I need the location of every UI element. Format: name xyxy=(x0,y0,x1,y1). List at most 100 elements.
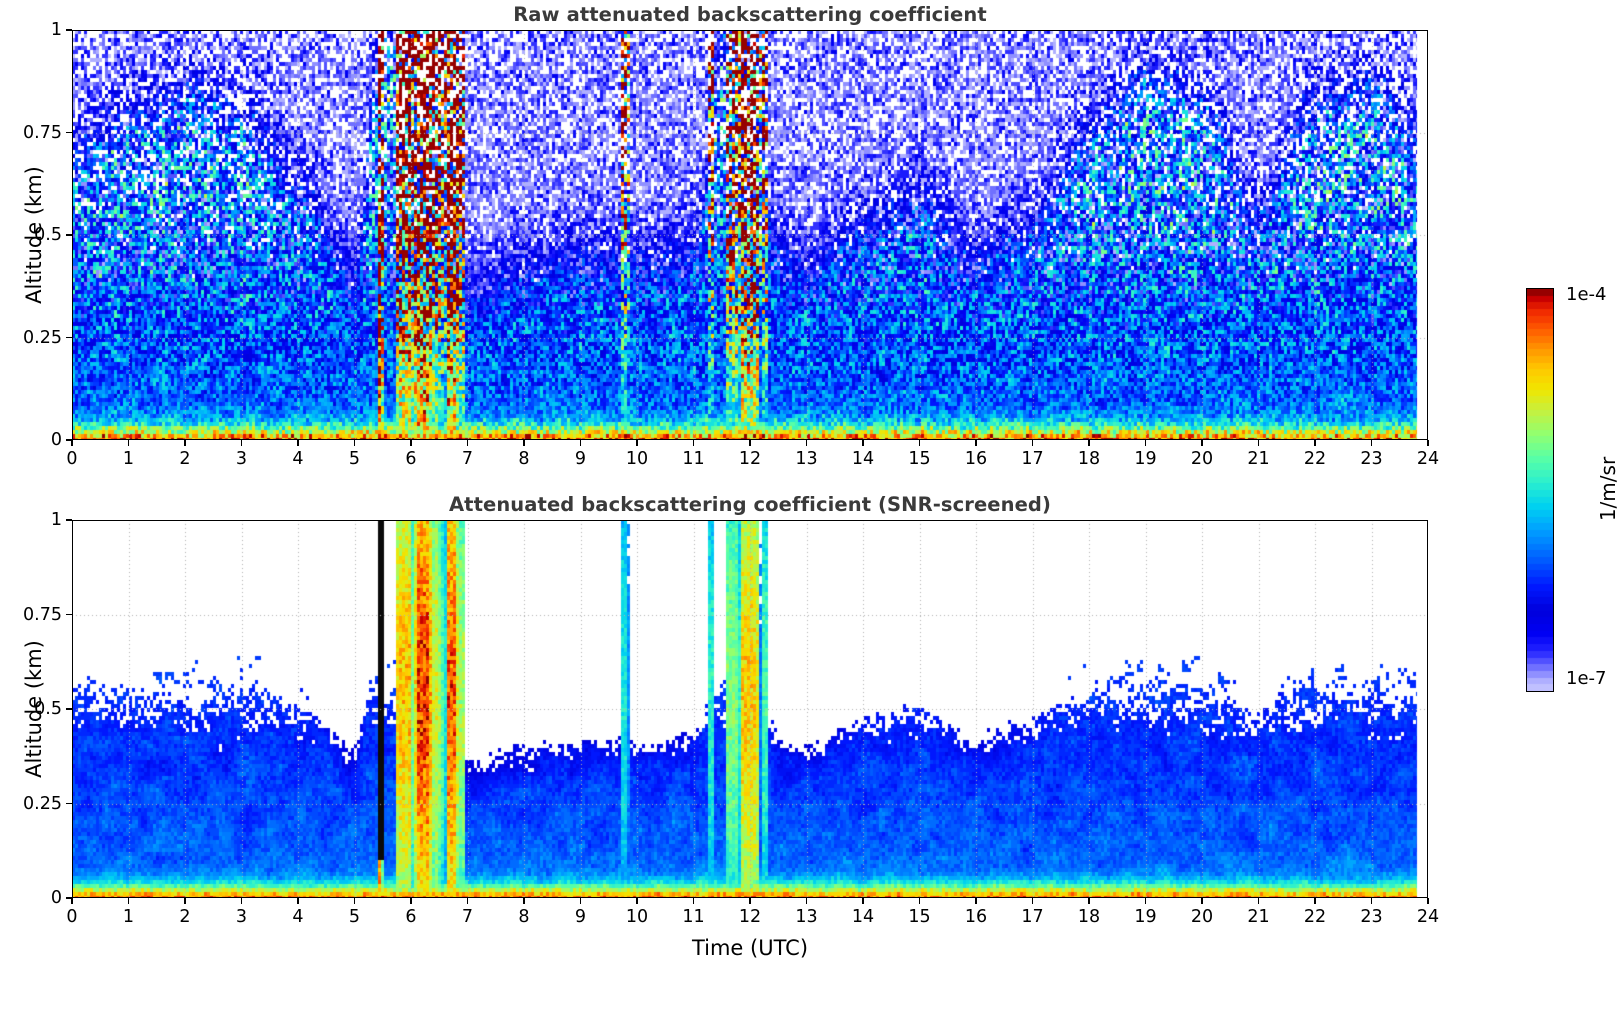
x-tick-label: 9 xyxy=(574,449,587,469)
y-tick-label: 0.75 xyxy=(23,604,62,625)
y-tick-label: 0 xyxy=(50,430,62,450)
x-tick-label: 3 xyxy=(235,907,248,927)
x-tick-label: 4 xyxy=(292,449,304,469)
panel-title-screened: Attenuated backscattering coefficient (S… xyxy=(448,493,1052,516)
x-tick-label: 17 xyxy=(1021,449,1044,469)
x-tick-mark xyxy=(466,440,469,446)
x-tick-label: 10 xyxy=(625,907,649,927)
x-tick-label: 19 xyxy=(1134,449,1157,469)
panel-title-raw: Raw attenuated backscattering coefficien… xyxy=(513,3,987,26)
x-tick-label: 6 xyxy=(405,449,417,469)
x-tick-mark xyxy=(918,440,921,446)
x-tick-label: 20 xyxy=(1190,907,1214,927)
x-tick-mark xyxy=(918,898,921,904)
x-tick-mark xyxy=(240,898,243,904)
x-tick-label: 10 xyxy=(625,449,649,469)
x-tick-mark xyxy=(749,898,751,904)
x-tick-mark xyxy=(410,440,412,446)
x-tick-label: 22 xyxy=(1303,449,1327,469)
x-tick-label: 15 xyxy=(908,907,931,927)
x-tick-label: 3 xyxy=(235,449,248,469)
x-tick-mark xyxy=(1088,440,1090,446)
colorbar-unit-label: 1/m/sr xyxy=(1596,456,1620,522)
x-tick-mark xyxy=(862,440,864,446)
y-tick-label: 0 xyxy=(50,888,62,908)
x-tick-label: 11 xyxy=(682,449,705,469)
x-tick-label: 6 xyxy=(405,907,417,927)
x-tick-label: 14 xyxy=(851,449,875,469)
x-tick-mark xyxy=(975,440,977,446)
x-tick-mark xyxy=(1201,440,1203,446)
x-tick-mark xyxy=(1427,898,1429,904)
x-tick-mark xyxy=(127,898,130,904)
x-tick-mark xyxy=(1370,440,1373,446)
x-tick-label: 19 xyxy=(1134,907,1157,927)
x-tick-mark xyxy=(579,440,582,446)
x-tick-mark xyxy=(240,440,243,446)
x-tick-mark xyxy=(184,440,186,446)
y-axis-title-raw: Altitude (km) xyxy=(22,166,46,304)
x-tick-mark xyxy=(1314,898,1316,904)
x-tick-label: 24 xyxy=(1416,907,1440,927)
x-tick-mark xyxy=(297,898,299,904)
x-tick-mark xyxy=(1370,898,1373,904)
x-tick-label: 22 xyxy=(1303,907,1327,927)
x-tick-label: 21 xyxy=(1247,449,1270,469)
x-tick-mark xyxy=(1257,898,1260,904)
colorbar-gradient xyxy=(1526,288,1554,692)
x-tick-mark xyxy=(1144,898,1147,904)
x-tick-mark xyxy=(1031,898,1034,904)
x-tick-mark xyxy=(184,898,186,904)
heatmap-panel-screened[interactable] xyxy=(72,520,1428,898)
x-tick-label: 2 xyxy=(179,907,191,927)
x-tick-label: 20 xyxy=(1190,449,1214,469)
x-tick-mark xyxy=(1257,440,1260,446)
heatmap-canvas-screened xyxy=(72,520,1428,898)
x-tick-mark xyxy=(1144,440,1147,446)
y-tick-label: 1 xyxy=(50,510,62,530)
y-tick-label: 0.25 xyxy=(23,793,62,814)
x-tick-mark xyxy=(71,440,73,446)
x-tick-mark xyxy=(749,440,751,446)
x-tick-label: 18 xyxy=(1077,449,1101,469)
x-tick-label: 0 xyxy=(66,449,78,469)
x-tick-label: 13 xyxy=(795,449,818,469)
y-tick-label: 1 xyxy=(50,20,62,40)
x-tick-label: 1 xyxy=(122,907,135,927)
y-tick-label: 0.5 xyxy=(34,699,62,719)
colorbar-max-label: 1e-4 xyxy=(1566,284,1607,305)
x-tick-label: 17 xyxy=(1021,907,1044,927)
y-tick-label: 0.25 xyxy=(23,327,62,348)
x-tick-label: 12 xyxy=(738,907,762,927)
x-tick-mark xyxy=(1201,898,1203,904)
heatmap-panel-raw[interactable] xyxy=(72,30,1428,440)
x-tick-mark xyxy=(692,440,695,446)
x-tick-mark xyxy=(805,898,808,904)
x-tick-mark xyxy=(805,440,808,446)
x-tick-mark xyxy=(71,898,73,904)
x-tick-mark xyxy=(1427,440,1429,446)
x-tick-label: 14 xyxy=(851,907,875,927)
x-tick-label: 1 xyxy=(122,449,135,469)
x-tick-mark xyxy=(636,440,638,446)
colorbar-min-label: 1e-7 xyxy=(1566,668,1607,689)
x-tick-label: 12 xyxy=(738,449,762,469)
x-tick-label: 4 xyxy=(292,907,304,927)
x-tick-mark xyxy=(353,440,356,446)
x-tick-label: 0 xyxy=(66,907,78,927)
x-tick-mark xyxy=(127,440,130,446)
x-tick-mark xyxy=(523,440,525,446)
x-tick-label: 16 xyxy=(964,907,988,927)
x-tick-label: 7 xyxy=(461,449,474,469)
x-tick-label: 5 xyxy=(348,907,361,927)
x-tick-label: 7 xyxy=(461,907,474,927)
x-tick-label: 24 xyxy=(1416,449,1440,469)
x-tick-mark xyxy=(297,440,299,446)
x-tick-mark xyxy=(1031,440,1034,446)
x-tick-mark xyxy=(636,898,638,904)
x-tick-label: 16 xyxy=(964,449,988,469)
colorbar[interactable]: 1e-4 1e-7 1/m/sr xyxy=(1526,284,1620,692)
y-tick-label: 0.5 xyxy=(34,225,62,245)
x-tick-label: 23 xyxy=(1360,907,1383,927)
